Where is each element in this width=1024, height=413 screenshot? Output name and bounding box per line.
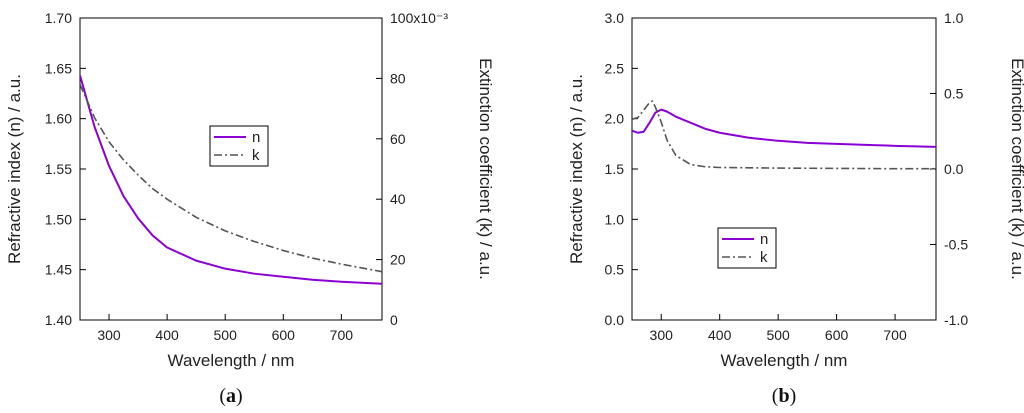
x-tick-label: 500 bbox=[214, 327, 238, 343]
x-tick-label: 700 bbox=[883, 327, 907, 343]
x-tick-label: 300 bbox=[97, 327, 121, 343]
x-tick-label: 600 bbox=[272, 327, 296, 343]
y-right-tick-label: 40 bbox=[390, 191, 406, 207]
x-tick-label: 400 bbox=[155, 327, 179, 343]
y-left-tick-label: 0.0 bbox=[605, 312, 625, 328]
y-left-tick-label: 2.5 bbox=[605, 60, 625, 76]
series-n-line bbox=[632, 108, 936, 148]
y-left-tick-label: 1.0 bbox=[605, 211, 625, 227]
y-left-tick-label: 1.5 bbox=[605, 161, 625, 177]
y-left-tick-label: 1.45 bbox=[45, 262, 72, 278]
y-left-tick-label: 1.50 bbox=[45, 211, 72, 227]
legend-box bbox=[209, 125, 269, 167]
y-left-tick-label: 1.55 bbox=[45, 161, 72, 177]
y-left-tick-label: 1.65 bbox=[45, 60, 72, 76]
series-k-line bbox=[80, 84, 382, 273]
y-right-tick-label: 100x10⁻³ bbox=[390, 10, 448, 26]
panel-a: 300 400 500 600 7001.401.451.501.551.601.651… bbox=[5, 10, 495, 407]
y-left-tick-label: 3.0 bbox=[605, 10, 625, 26]
x-tick-label: 400 bbox=[708, 327, 732, 343]
y-left-tick-label: 1.70 bbox=[45, 10, 72, 26]
y-left-tick-label: 0.5 bbox=[605, 262, 625, 278]
panel-label: (b) bbox=[772, 385, 796, 407]
y-right-tick-label: 0 bbox=[390, 312, 398, 328]
y-right-tick-label: 1.0 bbox=[944, 10, 964, 26]
y-left-axis-title: Refractive index (n) / a.u. bbox=[5, 74, 24, 264]
y-left-axis-title: Refractive index (n) / a.u. bbox=[567, 74, 586, 264]
y-left-tick-label: 2.0 bbox=[605, 111, 625, 127]
x-tick-label: 600 bbox=[825, 327, 849, 343]
y-left-tick-label: 1.60 bbox=[45, 111, 72, 127]
legend-label-n: n bbox=[760, 231, 768, 248]
y-right-tick-label: 0.5 bbox=[944, 86, 964, 102]
x-axis-title: Wavelength / nm bbox=[721, 351, 848, 370]
panel-b: 300 400 500 600 700 0.0 0.5 1.0 1.5 2.0 2.5 3.0 -1.0… bbox=[567, 10, 1024, 407]
y-right-tick-label: -0.5 bbox=[944, 237, 968, 253]
y-right-tick-label: 0.0 bbox=[944, 161, 964, 177]
y-right-axis-title: Extinction coefficient (k) / a.u. bbox=[1008, 58, 1024, 280]
legend: nk bbox=[209, 125, 269, 167]
y-right-tick-label: -1.0 bbox=[944, 312, 968, 328]
legend-label-k: k bbox=[760, 249, 768, 266]
legend-box bbox=[717, 227, 777, 269]
plot-frame bbox=[79, 17, 383, 321]
series-n-line bbox=[80, 75, 382, 285]
x-tick-label: 700 bbox=[330, 327, 354, 343]
legend-label-n: n bbox=[252, 129, 260, 146]
legend: nk bbox=[717, 227, 777, 269]
x-tick-label: 300 bbox=[650, 327, 674, 343]
panel-label: (a) bbox=[219, 385, 242, 407]
x-axis-title: Wavelength / nm bbox=[168, 351, 295, 370]
x-tick-label: 500 bbox=[766, 327, 790, 343]
series-k-line bbox=[632, 100, 936, 170]
y-right-tick-label: 20 bbox=[390, 252, 406, 268]
legend-label-k: k bbox=[252, 147, 260, 164]
y-right-tick-label: 60 bbox=[390, 131, 406, 147]
y-left-tick-label: 1.40 bbox=[45, 312, 72, 328]
y-right-tick-label: 80 bbox=[390, 70, 406, 86]
y-right-axis-title: Extinction coefficient (k) / a.u. bbox=[476, 58, 495, 280]
